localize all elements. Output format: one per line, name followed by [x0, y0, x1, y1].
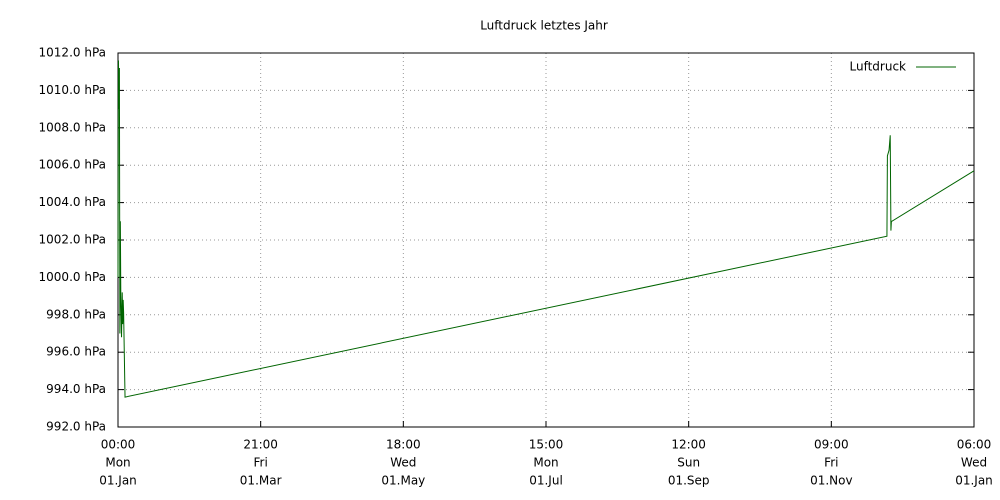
y-tick-label: 1006.0 hPa	[39, 158, 106, 172]
x-tick-label: 01.Sep	[668, 474, 710, 488]
series-line	[117, 60, 975, 398]
y-tick-label: 992.0 hPa	[46, 420, 106, 434]
x-tick-label: Fri	[254, 456, 268, 470]
y-tick-label: 1012.0 hPa	[39, 46, 106, 60]
y-tick-label: 1010.0 hPa	[39, 83, 106, 97]
x-tick-label: 09:00	[814, 438, 849, 452]
y-tick-label: 1008.0 hPa	[39, 120, 106, 134]
x-tick-label: 21:00	[243, 438, 278, 452]
x-tick-label: 01.Jan	[99, 474, 137, 488]
x-tick-label: 01.May	[381, 474, 425, 488]
chart-title: Luftdruck letztes Jahr	[480, 19, 608, 33]
x-tick-label: 18:00	[386, 438, 421, 452]
y-tick-label: 1002.0 hPa	[39, 233, 106, 247]
y-tick-label: 998.0 hPa	[46, 307, 106, 321]
y-tick-label: 994.0 hPa	[46, 382, 106, 396]
x-tick-label: 01.Mar	[240, 474, 282, 488]
y-tick-label: 1000.0 hPa	[39, 270, 106, 284]
y-tick-label: 996.0 hPa	[46, 345, 106, 359]
x-tick-label: Wed	[961, 456, 987, 470]
x-tick-label: 15:00	[529, 438, 564, 452]
legend-label: Luftdruck	[849, 60, 906, 74]
x-tick-label: 00:00	[101, 438, 136, 452]
x-tick-label: Fri	[824, 456, 838, 470]
x-tick-label: Wed	[390, 456, 416, 470]
x-tick-label: 01.Jan	[955, 474, 993, 488]
x-tick-label: Mon	[105, 456, 130, 470]
x-tick-label: 01.Jul	[529, 474, 563, 488]
x-tick-label: Mon	[533, 456, 558, 470]
x-tick-label: 12:00	[671, 438, 706, 452]
y-tick-label: 1004.0 hPa	[39, 195, 106, 209]
x-tick-label: Sun	[677, 456, 700, 470]
x-tick-label: 06:00	[957, 438, 992, 452]
x-tick-label: 01.Nov	[810, 474, 853, 488]
